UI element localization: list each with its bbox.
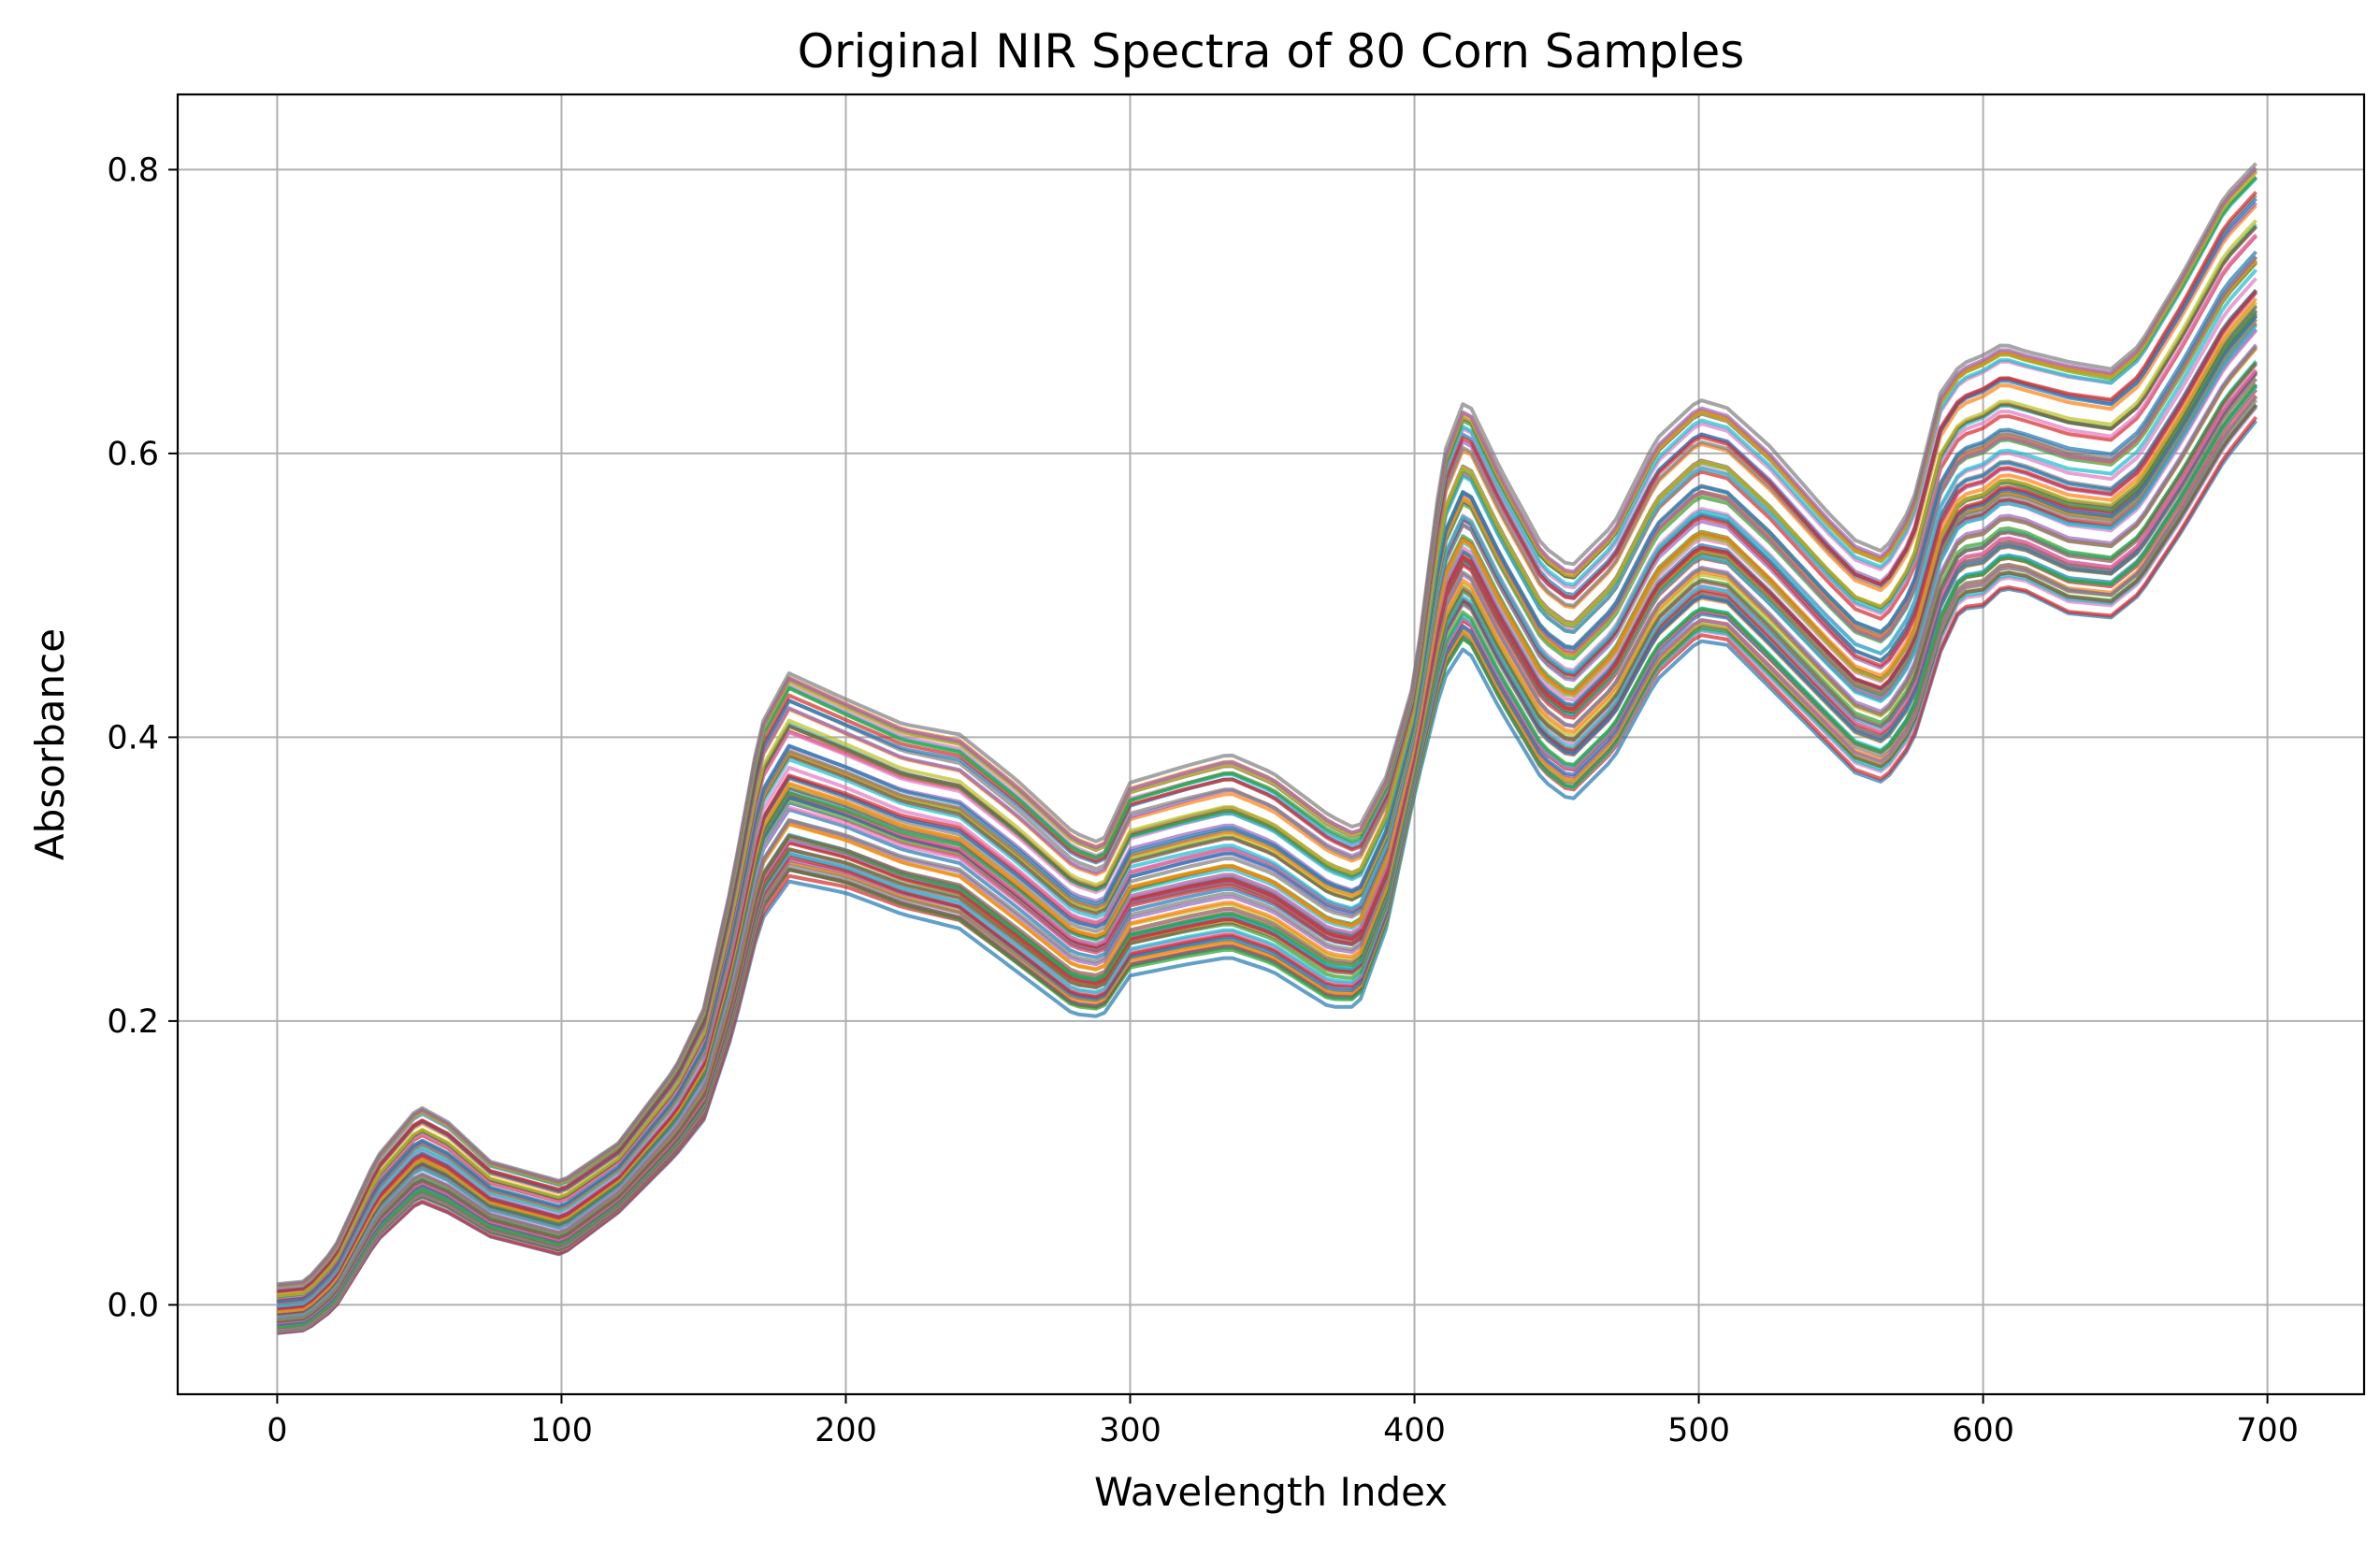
spectrum-line <box>277 177 2257 1290</box>
spectrum-line <box>277 318 2258 1317</box>
x-tick-label: 300 <box>1099 1412 1161 1449</box>
y-tick-label: 0.2 <box>107 1003 159 1041</box>
spectrum-line <box>277 290 2258 1311</box>
y-tick-label: 0.0 <box>107 1287 159 1324</box>
spectrum-line <box>277 234 2257 1301</box>
axis-ticks: 0 100 200 300 400 500 600 700 0.0 0.2 0.4 0.6 0.8 <box>107 151 2299 1449</box>
y-tick-label: 0.6 <box>107 436 159 473</box>
x-tick-label: 0 <box>267 1412 287 1449</box>
spectrum-line <box>277 288 2257 1310</box>
plot-frame <box>176 93 2366 1396</box>
spectrum-line <box>277 318 2258 1317</box>
x-tick-label: 100 <box>530 1412 593 1449</box>
y-tick-label: 0.8 <box>107 151 159 189</box>
spectrum-line <box>277 166 2257 1288</box>
x-tick-label: 500 <box>1667 1412 1730 1449</box>
spectrum-line <box>277 175 2257 1290</box>
spectrum-line <box>277 176 2257 1289</box>
spectrum-line <box>277 261 2257 1305</box>
x-tick-label: 400 <box>1383 1412 1446 1449</box>
chart-title: Original NIR Spectra of 80 Corn Samples <box>798 24 1745 79</box>
x-axis-label: Wavelength Index <box>1094 1469 1448 1515</box>
spectrum-line <box>277 233 2257 1300</box>
spectrum-line <box>277 289 2257 1310</box>
y-axis-label: Absorbance <box>27 628 73 860</box>
spectrum-line <box>277 166 2257 1288</box>
spectrum-line <box>277 197 2257 1293</box>
spectrum-line <box>277 194 2257 1294</box>
spectrum-line <box>277 219 2257 1298</box>
spectrum-line <box>277 314 2258 1316</box>
x-tick-label: 200 <box>815 1412 877 1449</box>
y-tick-label: 0.4 <box>107 719 159 757</box>
spectrum-line <box>277 171 2257 1289</box>
spectrum-line <box>277 169 2257 1289</box>
spectrum-line <box>277 191 2257 1293</box>
spectrum-line <box>277 291 2258 1311</box>
spectrum-line <box>277 162 2257 1287</box>
series-lines <box>277 162 2258 1335</box>
x-tick-label: 600 <box>1952 1412 2014 1449</box>
spectrum-line <box>277 362 2258 1324</box>
x-tick-label: 700 <box>2236 1412 2299 1449</box>
spectrum-line <box>277 250 2257 1304</box>
spectrum-line <box>277 345 2258 1321</box>
